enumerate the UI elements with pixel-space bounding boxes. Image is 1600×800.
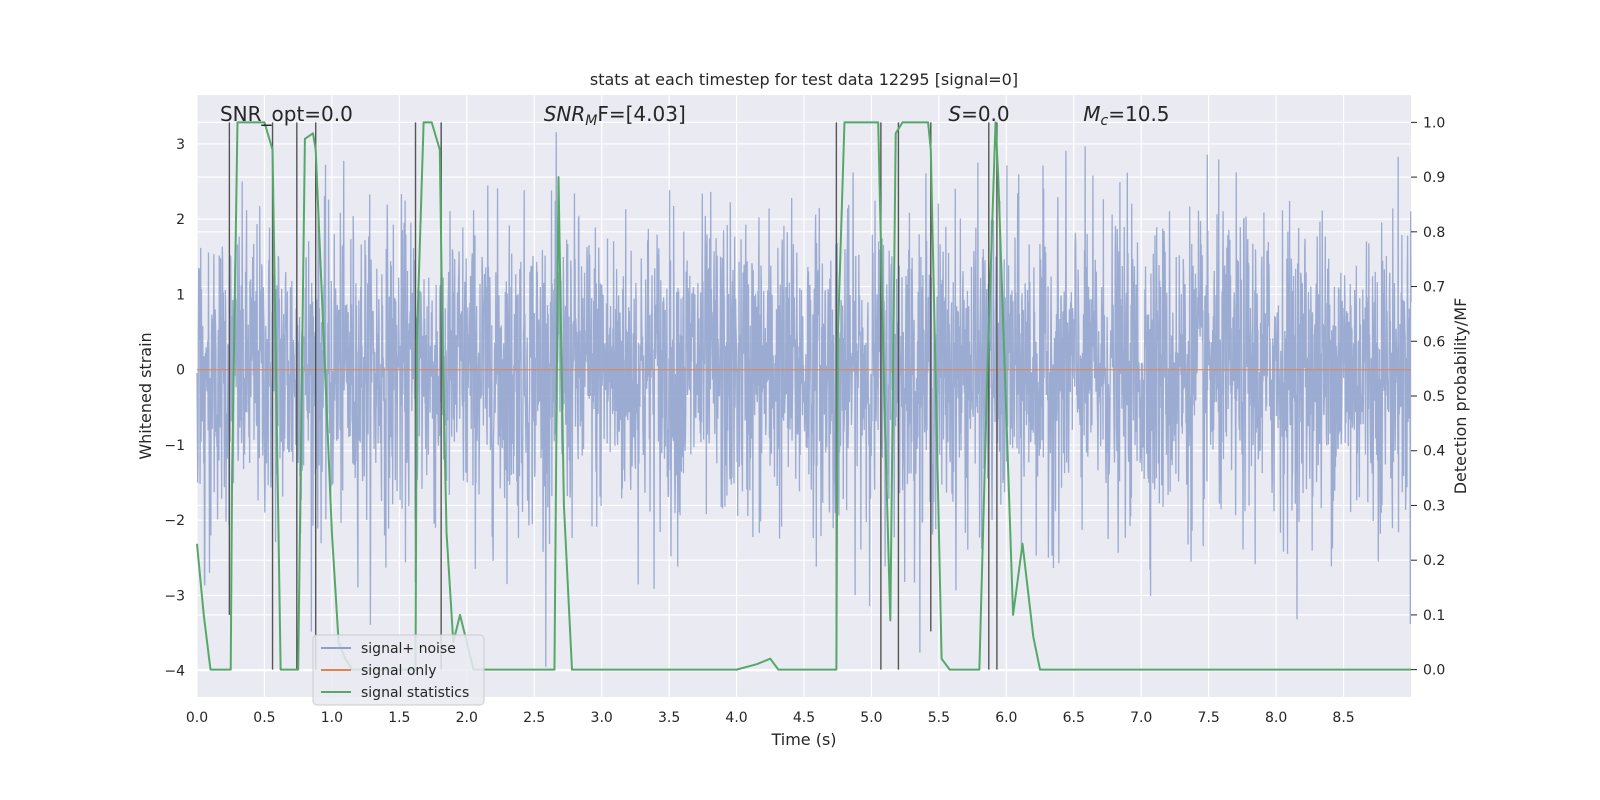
y-axis-label: Whitened strain (136, 332, 155, 459)
x-tick-label: 2.5 (523, 710, 545, 726)
y-axis-right-label: Detection probability/MF (1451, 298, 1470, 495)
x-axis-label: Time (s) (770, 730, 836, 749)
x-tick-label: 1.5 (388, 710, 410, 726)
annotation-label: Mc=10.5 (1083, 102, 1169, 129)
annotation-part: =10.5 (1108, 102, 1169, 126)
annotations: SNR_opt=0.0 SNRMF=[4.03] S=0.0 Mc=10.5 (220, 102, 1170, 129)
signal-noise-line (196, 123, 1412, 667)
signal-noise-series (196, 123, 1412, 667)
x-tick-label: 6.5 (1063, 710, 1085, 726)
legend: signal+ noise signal only signal statistic… (312, 634, 485, 706)
y-right-tick-label: 0.3 (1423, 498, 1445, 514)
legend-box (312, 634, 485, 706)
y-right-tick-label: 1.0 (1423, 115, 1445, 131)
annotation-label: S=0.0 (948, 102, 1009, 126)
x-tick-label: 2.0 (456, 710, 478, 726)
signal-statistics-series (196, 121, 1411, 671)
x-tick-label: 5.5 (928, 710, 950, 726)
x-tick-label: 6.0 (995, 710, 1017, 726)
annotation-part: F=[4.03] (597, 102, 685, 126)
legend-label: signal statistics (361, 685, 469, 701)
y-right-tick-label: 0.0 (1423, 663, 1445, 679)
y-tick-label: 0 (176, 363, 185, 379)
annotation-part: S (948, 102, 961, 126)
y-axis-ticks: −4 −3 −2 −1 0 1 2 3 (164, 137, 185, 680)
legend-label: signal only (361, 663, 436, 679)
x-axis-ticks: 0.0 0.5 1.0 1.5 2.0 2.5 3.0 3.5 4.0 4.5 5.0 5.5 6.0 6… (186, 710, 1355, 726)
x-tick-label: 3.0 (591, 710, 613, 726)
y-right-tick-label: 0.5 (1423, 389, 1445, 405)
x-tick-label: 3.5 (658, 710, 680, 726)
legend-label: signal+ noise (361, 641, 456, 657)
x-tick-label: 5.0 (860, 710, 882, 726)
x-tick-label: 0.0 (186, 710, 208, 726)
y-right-tick-label: 0.6 (1423, 334, 1445, 350)
y-tick-label: 3 (176, 137, 185, 153)
annotation-part: SNR (544, 102, 586, 126)
x-tick-label: 1.0 (321, 710, 343, 726)
x-tick-label: 7.0 (1130, 710, 1152, 726)
x-tick-label: 4.5 (793, 710, 815, 726)
y-tick-label: 2 (176, 212, 185, 228)
annotation-label: SNRMF=[4.03] (544, 102, 686, 129)
annotation-part: =0.0 (961, 102, 1010, 126)
y-right-tick-label: 0.9 (1423, 170, 1445, 186)
annotation-subscript: M (585, 113, 597, 129)
y-axis-right-ticks: 0.0 0.1 0.2 0.3 0.4 0.5 0.6 0.7 0.8 0.9 1.0 (1411, 115, 1445, 679)
y-right-tick-label: 0.7 (1423, 280, 1445, 296)
y-right-tick-label: 0.1 (1423, 608, 1445, 624)
y-tick-label: −1 (164, 438, 185, 454)
y-right-tick-label: 0.2 (1423, 553, 1445, 569)
y-tick-label: −2 (164, 513, 185, 529)
signal-statistics-line (196, 121, 1411, 671)
y-right-tick-label: 0.4 (1423, 444, 1445, 460)
y-right-tick-label: 0.8 (1423, 225, 1445, 241)
y-tick-label: 1 (176, 287, 185, 303)
x-tick-label: 7.5 (1198, 710, 1220, 726)
annotation-label: SNR_opt=0.0 (220, 102, 353, 126)
y-tick-label: −3 (164, 588, 185, 604)
x-tick-label: 4.0 (725, 710, 747, 726)
annotation-subscript: c (1101, 113, 1109, 129)
annotation-part: M (1083, 102, 1100, 126)
x-tick-label: 8.5 (1332, 710, 1354, 726)
chart-title: stats at each timestep for test data 122… (590, 70, 1018, 89)
x-tick-label: 8.0 (1265, 710, 1287, 726)
x-tick-label: 0.5 (253, 710, 275, 726)
y-tick-label: −4 (164, 664, 185, 680)
